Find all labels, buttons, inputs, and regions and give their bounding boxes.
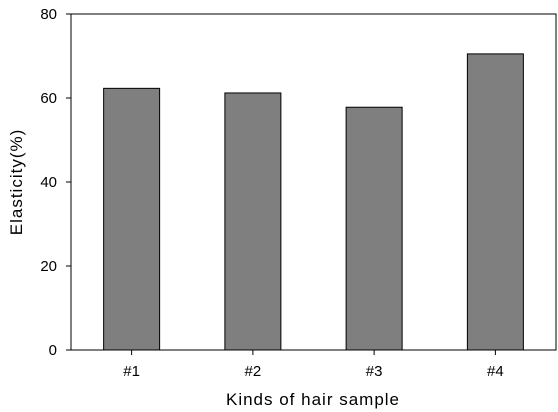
x-tick-label: #2 bbox=[245, 363, 262, 380]
y-tick-label: 0 bbox=[49, 342, 57, 359]
x-axis-ticks: #1 #2 #3 #4 bbox=[123, 350, 504, 380]
y-tick-label: 20 bbox=[40, 258, 57, 275]
x-tick-label: #3 bbox=[366, 363, 383, 380]
y-tick-label: 80 bbox=[40, 6, 57, 23]
bar-1 bbox=[103, 87, 161, 351]
y-tick-label: 60 bbox=[40, 90, 57, 107]
x-tick-label: #1 bbox=[123, 363, 140, 380]
x-tick-label: #4 bbox=[487, 363, 504, 380]
bars bbox=[103, 53, 524, 351]
bar-3 bbox=[345, 106, 403, 351]
bar-4 bbox=[466, 53, 524, 351]
bar-2 bbox=[224, 92, 282, 351]
y-tick-label: 40 bbox=[40, 174, 57, 191]
y-axis-ticks: 0 20 40 60 80 bbox=[40, 6, 71, 359]
x-axis-title: Kinds of hair sample bbox=[226, 390, 400, 409]
y-axis-title: Elasticity(%) bbox=[7, 129, 26, 236]
